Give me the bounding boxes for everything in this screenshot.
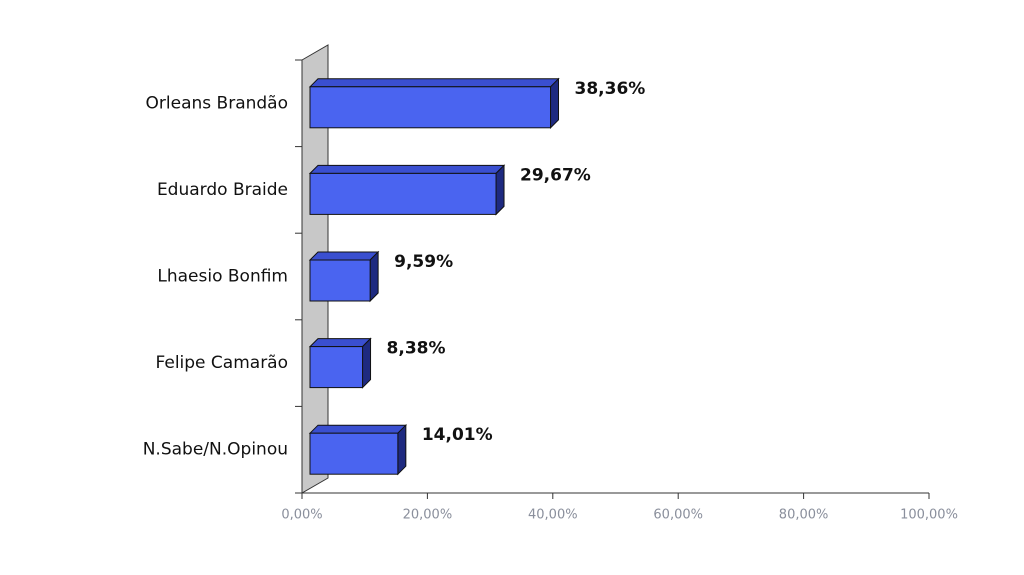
value-label: 29,67% (520, 165, 591, 185)
bar-top (308, 251, 380, 261)
bar-top (308, 78, 560, 88)
bar-side (397, 423, 407, 476)
bar-top (308, 164, 506, 174)
y-tick-label: N.Sabe/N.Opinou (143, 440, 288, 460)
bar (309, 346, 364, 389)
value-label: 8,38% (387, 339, 446, 359)
bar (309, 86, 552, 129)
value-label: 38,36% (575, 79, 646, 99)
bar (309, 432, 399, 475)
y-tick-label: Lhaesio Bonfim (157, 267, 288, 287)
x-tick-label: 20,00% (403, 508, 453, 523)
x-tick-label: 100,00% (900, 508, 958, 523)
bar (309, 172, 497, 215)
bar-side (550, 77, 560, 130)
x-tick-label: 80,00% (779, 508, 829, 523)
y-tick-label: Orleans Brandão (146, 93, 288, 113)
y-tick-label: Eduardo Braide (157, 180, 288, 200)
y-tick-label: Felipe Camarão (156, 353, 288, 373)
value-label: 14,01% (422, 425, 493, 445)
x-tick-label: 40,00% (528, 508, 578, 523)
bar-side (495, 164, 505, 216)
value-label: 9,59% (394, 252, 453, 272)
bar-top (308, 424, 408, 434)
x-tick-label: 0,00% (281, 508, 322, 523)
bar (309, 259, 371, 302)
bar-side (362, 337, 372, 389)
x-tick-label: 60,00% (653, 508, 703, 523)
bar-side (369, 250, 379, 303)
bar-top (308, 338, 372, 348)
